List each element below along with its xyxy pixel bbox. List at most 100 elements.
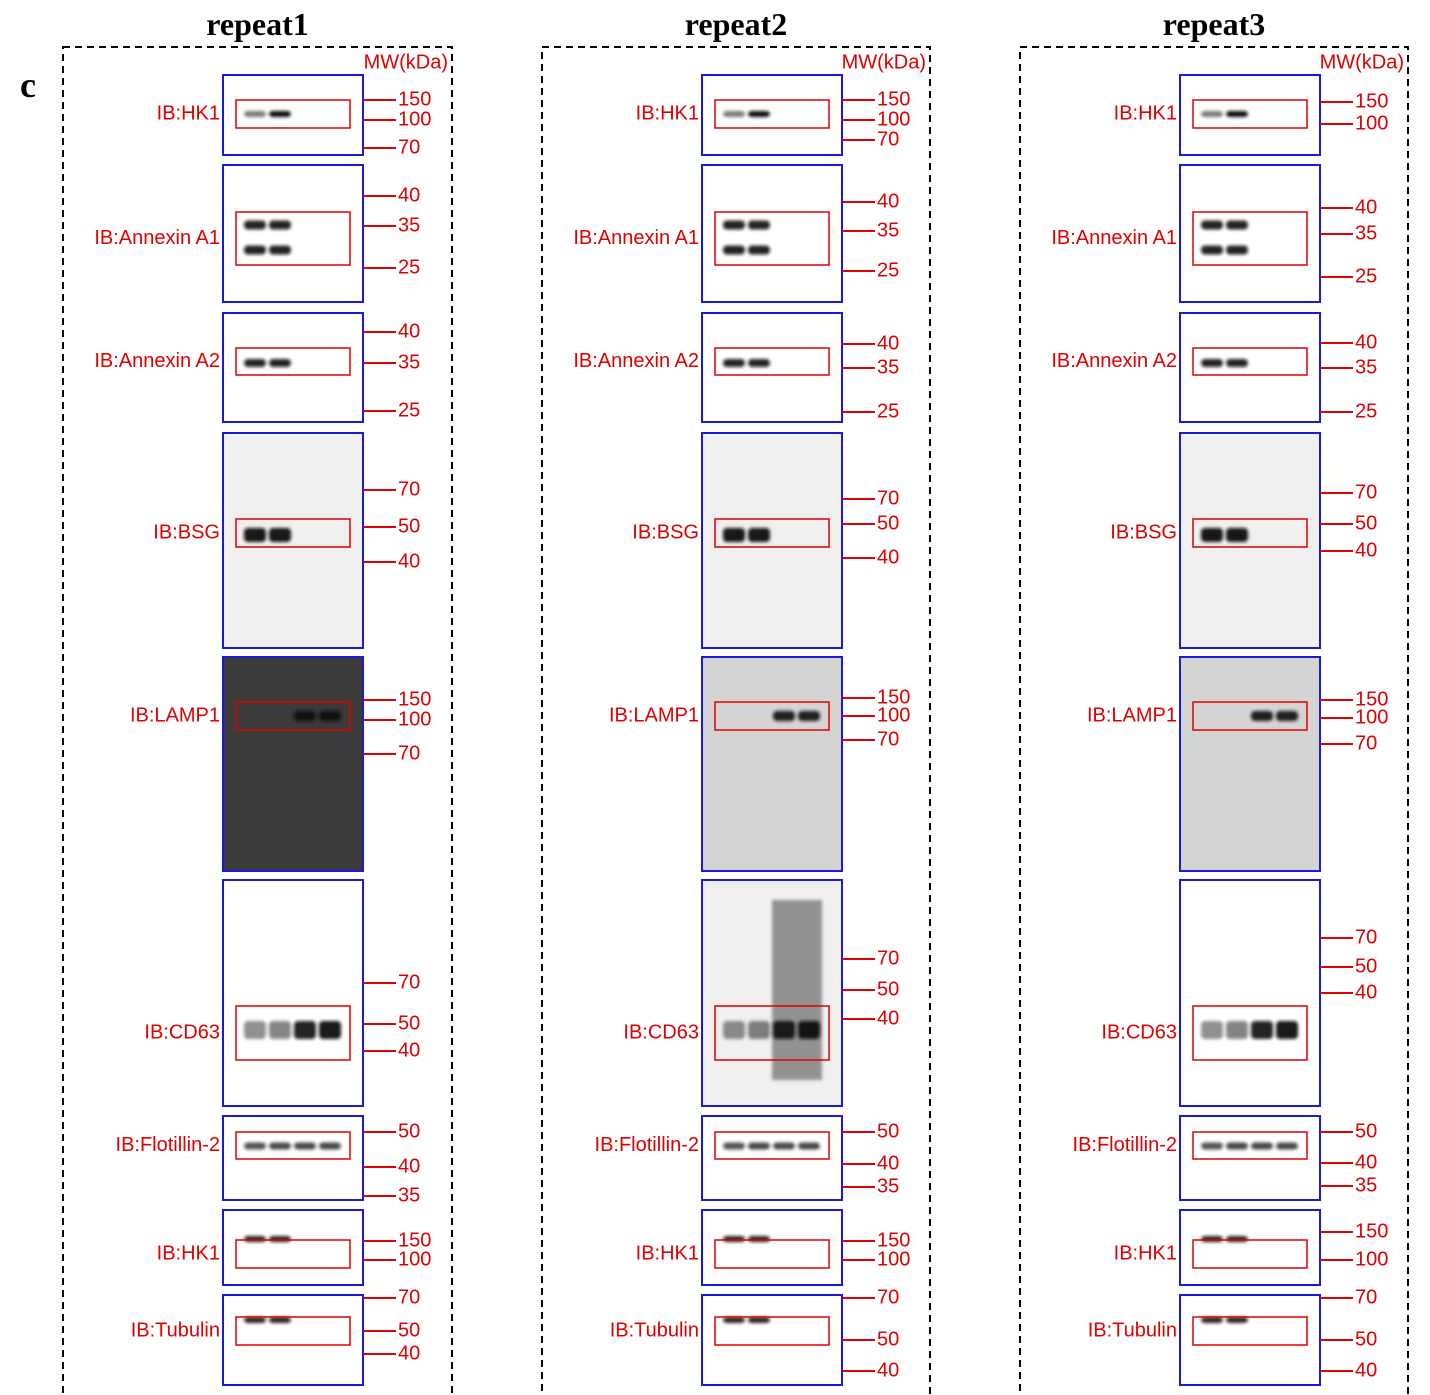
marker-label: 150 — [1355, 90, 1388, 112]
band — [748, 1236, 770, 1242]
blot-frame — [1179, 656, 1321, 872]
blot-image — [223, 313, 363, 422]
target-box — [1192, 518, 1308, 548]
repeat-frame — [62, 46, 453, 1395]
band — [723, 220, 745, 230]
marker-label: 35 — [1355, 222, 1377, 244]
band — [798, 1021, 820, 1039]
target-box — [235, 1316, 351, 1346]
band — [1226, 1142, 1248, 1150]
blot — [222, 879, 364, 1107]
blot — [222, 312, 364, 423]
marker-label: 70 — [398, 742, 420, 764]
blot-label: IB:CD63 — [1101, 1021, 1177, 1043]
band — [723, 1236, 745, 1242]
blot — [222, 74, 364, 156]
marker-label: 50 — [1355, 1120, 1377, 1142]
marker-label: 70 — [398, 478, 420, 500]
marker-label: 25 — [1355, 265, 1377, 287]
band — [1201, 528, 1223, 542]
blot — [701, 74, 843, 156]
blot-label: IB:Annexin A1 — [94, 227, 220, 249]
blot-frame — [222, 1209, 364, 1286]
blot-label: IB:BSG — [1110, 521, 1177, 543]
target-box — [1192, 701, 1308, 731]
band — [723, 1021, 745, 1039]
band — [269, 1236, 291, 1242]
marker-label: 100 — [1355, 1248, 1388, 1270]
band — [269, 220, 291, 230]
marker-label: 70 — [1355, 481, 1377, 503]
marker-label: 70 — [1355, 926, 1377, 948]
blot-frame — [222, 432, 364, 649]
blot-frame — [222, 1115, 364, 1201]
blot-frame — [1179, 74, 1321, 156]
band — [269, 245, 291, 255]
blot-label: IB:HK1 — [636, 102, 699, 124]
blot-label: IB:BSG — [153, 521, 220, 543]
target-box — [714, 1131, 830, 1160]
band — [244, 1021, 266, 1039]
marker-label: 50 — [877, 512, 899, 534]
band — [1201, 359, 1223, 367]
marker-label: 25 — [1355, 400, 1377, 422]
blot-frame — [701, 879, 843, 1107]
band — [723, 1142, 745, 1150]
band — [748, 1317, 770, 1323]
band — [244, 245, 266, 255]
marker-label: 35 — [398, 1184, 420, 1206]
blot-image — [223, 1295, 363, 1385]
blot — [1179, 1294, 1321, 1386]
blot-image — [702, 313, 842, 422]
blot — [1179, 312, 1321, 423]
panel-label: c — [20, 65, 36, 105]
marker-label: 50 — [877, 978, 899, 1000]
band — [1276, 711, 1298, 721]
marker-label: 40 — [1355, 1359, 1377, 1381]
blot-frame — [701, 1115, 843, 1201]
blot — [222, 1115, 364, 1201]
marker-label: 40 — [877, 332, 899, 354]
band — [319, 711, 341, 721]
marker-label: 150 — [398, 88, 431, 110]
blot-label: IB:LAMP1 — [130, 704, 220, 726]
marker-label: 40 — [398, 1342, 420, 1364]
target-box — [1192, 211, 1308, 266]
target-box — [235, 211, 351, 266]
blot-image — [702, 165, 842, 302]
marker-label: 100 — [398, 708, 431, 730]
blot-label: IB:Tubulin — [1088, 1319, 1177, 1341]
blot-label: IB:LAMP1 — [1087, 704, 1177, 726]
target-box — [1192, 347, 1308, 376]
blot — [222, 1294, 364, 1386]
blot — [1179, 1209, 1321, 1286]
blot-image — [1180, 433, 1320, 648]
marker-label: 100 — [1355, 706, 1388, 728]
target-box — [1192, 99, 1308, 129]
blot-image — [1180, 1116, 1320, 1200]
marker-label: 70 — [877, 728, 899, 750]
marker-label: 35 — [1355, 356, 1377, 378]
marker-label: 40 — [877, 1359, 899, 1381]
band — [748, 359, 770, 367]
blot — [701, 164, 843, 303]
marker-label: 40 — [1355, 196, 1377, 218]
band — [748, 220, 770, 230]
blot-frame — [1179, 432, 1321, 649]
band — [244, 1142, 266, 1150]
band — [1226, 359, 1248, 367]
band — [748, 528, 770, 542]
marker-label: 35 — [1355, 1174, 1377, 1196]
marker-label: 40 — [398, 1039, 420, 1061]
band — [1201, 1236, 1223, 1242]
marker-label: 150 — [877, 686, 910, 708]
blot — [701, 432, 843, 649]
marker-label: 70 — [398, 136, 420, 158]
blot-frame — [222, 1294, 364, 1386]
band — [1226, 245, 1248, 255]
marker-label: 40 — [877, 546, 899, 568]
blot-label: IB:CD63 — [144, 1021, 220, 1043]
marker-label: 50 — [398, 1120, 420, 1142]
band — [798, 711, 820, 721]
marker-label: 70 — [877, 947, 899, 969]
